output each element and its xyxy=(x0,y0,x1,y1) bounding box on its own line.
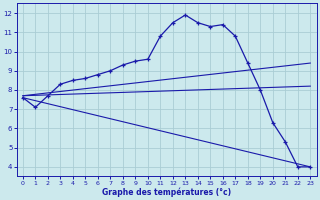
X-axis label: Graphe des températures (°c): Graphe des températures (°c) xyxy=(102,187,231,197)
